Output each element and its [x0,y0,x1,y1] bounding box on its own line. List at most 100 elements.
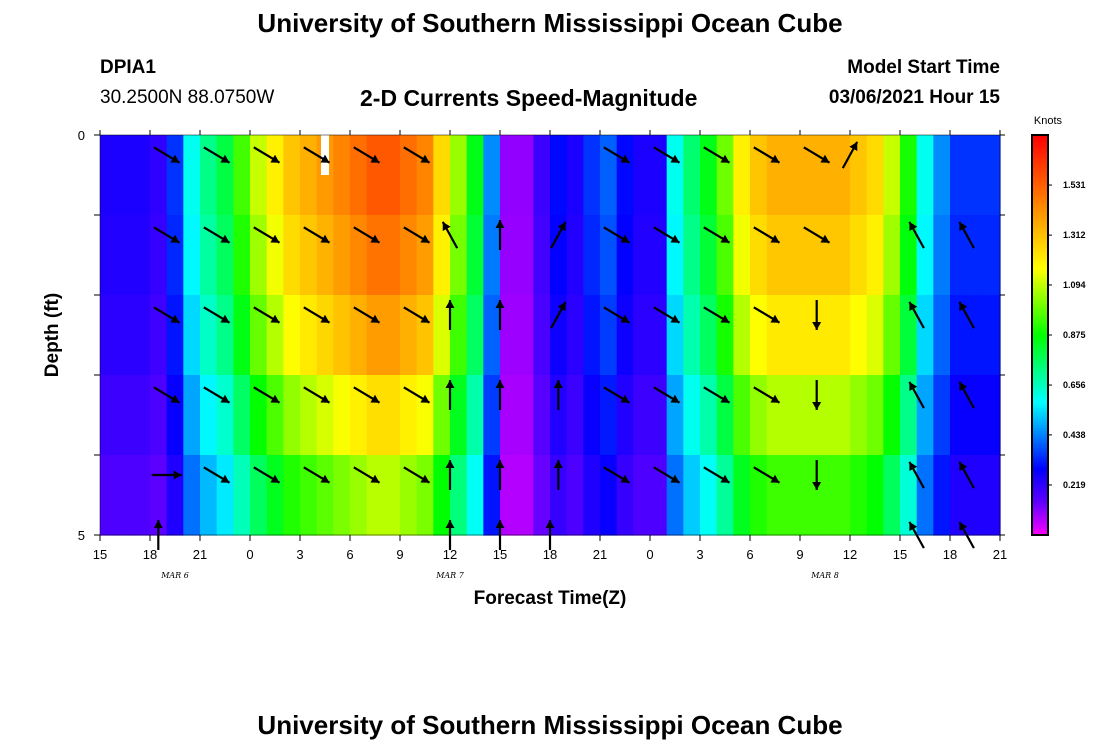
heatmap-cell [533,455,551,536]
colorbar-swatch [1032,285,1048,289]
heatmap-cell [850,295,868,376]
current-vector-arrow [253,386,281,404]
colorbar-swatch [1032,197,1048,201]
colorbar-swatch [1032,257,1048,261]
colorbar-swatch [1032,377,1048,381]
heatmap-cell [266,375,284,456]
colorbar-swatch [1032,417,1048,421]
x-tick-label: 3 [296,547,303,562]
heatmap-cell [300,135,318,216]
colorbar-swatch [1032,180,1048,184]
current-vector-arrow [153,386,181,404]
current-vector-arrow [403,226,431,244]
colorbar-swatch [1032,375,1048,379]
current-vector-arrow [703,386,731,404]
heatmap-cell [800,215,818,296]
colorbar-swatch [1032,275,1048,279]
current-vector-arrow [753,226,781,244]
current-vector-arrow [495,380,505,410]
heatmap-cell [800,375,818,456]
heatmap-cell [216,215,234,296]
colorbar: 1.531 1.312 1.094 0.875 0.656 0.438 0.219 [1031,134,1086,536]
colorbar-swatch [1032,297,1048,301]
heatmap-cell [766,455,784,536]
colorbar-swatch [1032,330,1048,334]
colorbar-swatch [1032,215,1048,219]
colorbar-swatch [1032,167,1048,171]
heatmap-cell [550,455,568,536]
colorbar-swatch [1032,450,1048,454]
colorbar-swatch [1032,485,1048,489]
current-vector-arrow [958,461,975,489]
colorbar-swatch [1032,440,1048,444]
heatmap-cell [100,135,118,216]
heatmap-cell [283,215,301,296]
colorbar-swatch [1032,270,1048,274]
current-vector-arrow [550,221,567,249]
heatmap-cell [666,295,684,376]
current-vector-arrow [203,466,231,484]
heatmap-cell [600,375,618,456]
colorbar-swatch [1032,172,1048,176]
colorbar-swatch [1032,305,1048,309]
colorbar-swatch [1032,400,1048,404]
heatmap-cell [183,215,201,296]
heatmap-cell [716,135,734,216]
colorbar-swatch [1032,142,1048,146]
colorbar-swatch [1032,490,1048,494]
colorbar-swatch [1032,467,1048,471]
heatmap-cell [716,455,734,536]
heatmap-cell [616,455,634,536]
current-vector-arrow [603,386,631,404]
heatmap-cell [966,455,984,536]
colorbar-swatch [1032,370,1048,374]
heatmap-cell [283,135,301,216]
heatmap-cell [466,375,484,456]
date-label: MAR 8 [810,571,839,580]
x-tick-label: 18 [143,547,157,562]
heatmap-cell [866,375,884,456]
current-vector-arrow [353,466,381,484]
heatmap-cell [550,135,568,216]
heatmap-cell [433,295,451,376]
colorbar-swatch [1032,365,1048,369]
heatmap-cell [566,295,584,376]
colorbar-swatch [1032,327,1048,331]
footer-title: University of Southern Mississippi Ocean… [257,710,843,740]
colorbar-swatch [1032,392,1048,396]
current-vector-arrow [603,226,631,244]
current-vector-arrow [253,306,281,324]
heatmap-cell [666,215,684,296]
heatmap-cell [700,295,718,376]
heatmap-cell [750,375,768,456]
heatmap-cell [200,295,218,376]
heatmap-cell [350,135,368,216]
colorbar-swatch [1032,505,1048,509]
heatmap-cell [816,135,834,216]
colorbar-swatch [1032,247,1048,251]
current-vector-arrow [753,146,781,164]
colorbar-swatch [1032,332,1048,336]
heatmap-cell [833,215,851,296]
current-vector-arrow [303,306,331,324]
colorbar-swatch [1032,402,1048,406]
heatmap-cell [166,375,184,456]
heatmap-cell [100,215,118,296]
colorbar-swatch [1032,147,1048,151]
colorbar-swatch [1032,407,1048,411]
colorbar-swatch [1032,237,1048,241]
current-vector-arrow [403,146,431,164]
colorbar-swatch [1032,415,1048,419]
y-tick-label: 5 [78,528,85,543]
colorbar-swatch [1032,145,1048,149]
current-vector-arrow [803,146,831,164]
colorbar-swatch [1032,495,1048,499]
heatmap-cell [166,135,184,216]
heatmap-cell [250,455,268,536]
colorbar-swatch [1032,165,1048,169]
colorbar-swatch [1032,487,1048,491]
colorbar-swatch [1032,265,1048,269]
heatmap-cell [833,375,851,456]
heatmap-cell [600,455,618,536]
heatmap-cell [650,455,668,536]
